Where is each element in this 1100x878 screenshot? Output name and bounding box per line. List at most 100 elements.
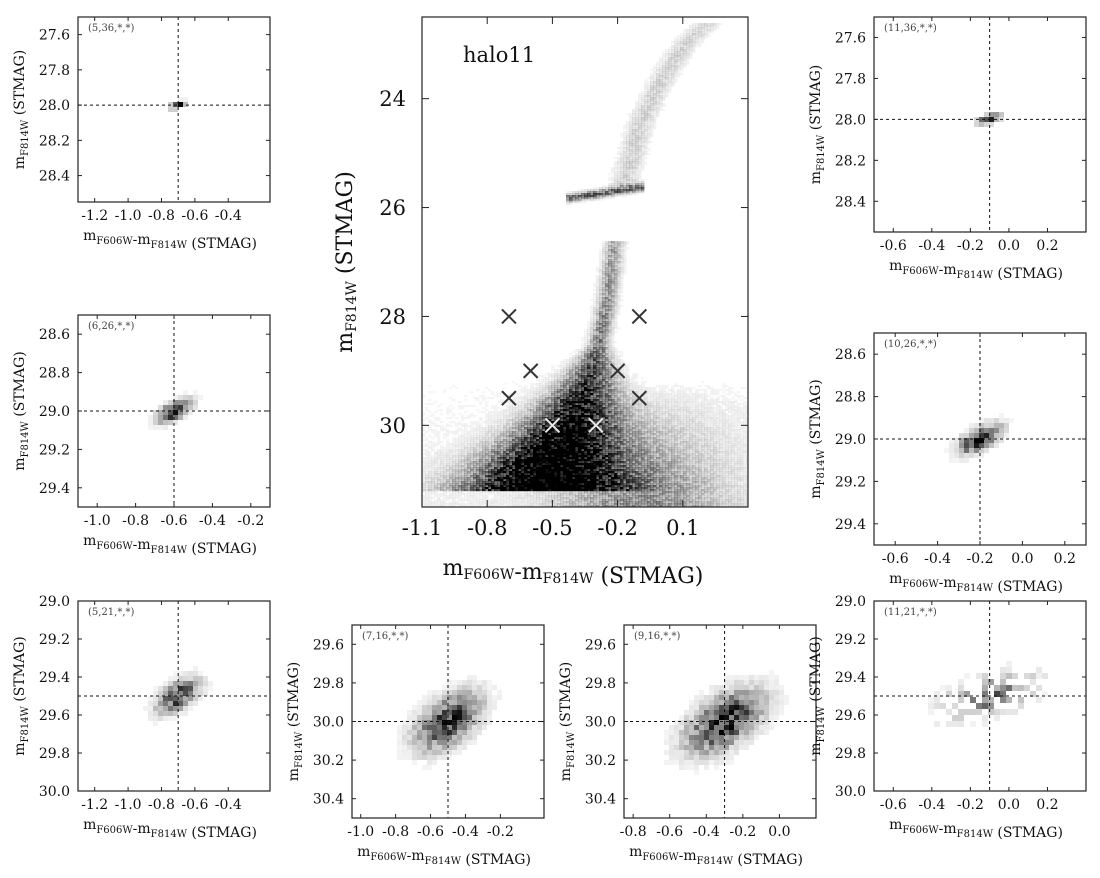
x-tick-label: -0.2 — [729, 824, 756, 840]
y-axis-title: mF814W (STMAG) — [286, 662, 305, 782]
y-tick-label: 29.4 — [835, 517, 866, 533]
y-tick-label: 28.6 — [39, 327, 70, 343]
x-axis-title: mF606W-mF814W (STMAG) — [357, 844, 531, 868]
y-tick-label: 30.0 — [585, 715, 616, 731]
panel-label: (11,36,*,*) — [884, 23, 937, 34]
panel-p-5-21: (5,21,*,*) -1.2 -1.0 -0.8 -0.6 -0.4 29.0 29.2 29… — [12, 594, 271, 841]
panel-label: (10,26,*,*) — [884, 339, 937, 350]
y-tick-label: 24 — [379, 87, 406, 111]
x-tick-label: -1.0 — [115, 208, 142, 224]
x-tick-label: 0.1 — [666, 516, 699, 540]
plot-frame — [873, 600, 1087, 792]
density-map — [168, 97, 188, 112]
y-tick-label: 29.0 — [835, 594, 866, 610]
crosshair — [624, 625, 816, 818]
x-axis-title: mF606W-mF814W (STMAG) — [83, 533, 257, 557]
density-map — [422, 23, 748, 507]
plot-frame — [77, 16, 271, 203]
plot-frame — [873, 16, 1087, 233]
y-tick-label: 29.2 — [39, 632, 70, 648]
cmd-marker — [588, 417, 604, 434]
y-tick-label: 28.4 — [39, 169, 70, 185]
x-tick-label: 0.2 — [1054, 551, 1076, 567]
y-tick-label: 27.6 — [835, 31, 866, 47]
y-tick-label: 30.0 — [835, 784, 866, 800]
x-tick-label: 0.0 — [768, 824, 790, 840]
y-tick-label: 28.8 — [39, 366, 70, 382]
y-axis-title: mF814W (STMAG) — [12, 351, 31, 471]
density-map — [148, 390, 203, 430]
panel-label: (11,21,*,*) — [884, 607, 937, 618]
y-tick-label: 30.2 — [313, 753, 344, 769]
plot-frame — [421, 16, 749, 508]
x-axis-title: mF606W-mF814W (STMAG) — [889, 258, 1063, 282]
main-panel-label: halo11 — [463, 43, 535, 67]
y-tick-label: 29.2 — [39, 442, 70, 458]
cmd-marker — [609, 363, 626, 379]
density-map — [664, 670, 789, 775]
y-tick-label: 30.0 — [39, 784, 70, 800]
y-tick-label: 28.8 — [835, 390, 866, 406]
x-tick-label: -0.6 — [181, 797, 208, 813]
crosshair — [78, 601, 270, 791]
x-tick-label: -0.4 — [215, 208, 242, 224]
y-axis-title: mF814W (STMAG) — [12, 50, 31, 170]
x-tick-label: -0.6 — [882, 551, 909, 567]
y-tick-label: 28.0 — [835, 112, 866, 128]
x-tick-label: -0.8 — [467, 516, 508, 540]
panel-label: (6,26,*,*) — [88, 321, 135, 332]
panel-p-7-16: (7,16,*,*) -1.0 -0.8 -0.6 -0.4 -0.2 29.6 29.8 30… — [286, 624, 545, 868]
x-tick-label: -0.6 — [880, 797, 907, 813]
y-tick-label: 29.0 — [39, 594, 70, 610]
x-tick-label: -0.6 — [656, 824, 683, 840]
cmd-marker — [544, 417, 561, 434]
crosshair — [874, 333, 1086, 545]
x-tick-label: -0.6 — [880, 238, 907, 254]
density-map — [397, 675, 502, 770]
x-tick-label: 0.0 — [1011, 551, 1033, 567]
x-tick-label: -1.1 — [402, 516, 443, 540]
y-tick-label: 30.2 — [585, 753, 616, 769]
panel-label: (7,16,*,*) — [362, 631, 409, 642]
y-tick-label: 26 — [379, 196, 406, 220]
panel-p-10-26: (10,26,*,*) -0.6 -0.4 -0.2 0.0 0.2 28.6 28.8 29.… — [808, 332, 1087, 595]
y-tick-label: 29.4 — [39, 670, 70, 686]
x-tick-label: -0.2 — [967, 551, 994, 567]
panel-p-6-26: (6,26,*,*) -1.0 -0.8 -0.6 -0.4 -0.2 28.6 28.8 29… — [12, 314, 271, 557]
y-tick-label: 29.6 — [313, 637, 344, 653]
x-axis-title: mF606W-mF814W (STMAG) — [83, 228, 257, 252]
y-tick-label: 29.8 — [39, 746, 70, 762]
y-axis-title: mF814W (STMAG) — [558, 662, 577, 782]
y-axis-title: mF814W (STMAG) — [808, 636, 827, 756]
x-tick-label: -1.2 — [81, 797, 108, 813]
x-tick-label: -0.5 — [532, 516, 573, 540]
y-tick-label: 30.4 — [585, 792, 616, 808]
plot-frame — [77, 600, 271, 792]
x-tick-label: -0.8 — [620, 824, 647, 840]
x-tick-label: -0.8 — [122, 513, 149, 529]
x-tick-label: -0.4 — [452, 824, 479, 840]
main-cmd-panel: halo11 -1.1 -0.8 -0.5 -0.2 0.1 24 26 28 30 mF606W-… — [333, 16, 749, 589]
x-tick-label: -0.2 — [237, 513, 264, 529]
y-tick-label: 29.6 — [585, 637, 616, 653]
y-tick-label: 29.4 — [39, 481, 70, 497]
y-tick-label: 30.0 — [313, 715, 344, 731]
panel-p-11-36: (11,36,*,*) -0.6 -0.4 -0.2 0.0 0.2 27.6 27.8 28.… — [808, 16, 1087, 282]
main-x-axis-title: mF606W-mF814W (STMAG) — [443, 556, 704, 589]
x-tick-label: -0.4 — [918, 238, 945, 254]
panel-p-5-36: (5,36,*,*) -1.2 -1.0 -0.8 -0.6 -0.4 27.6 27.8 28… — [12, 16, 271, 252]
x-tick-label: -1.0 — [84, 513, 111, 529]
x-tick-label: -0.8 — [148, 797, 175, 813]
y-tick-label: 28.2 — [835, 153, 866, 169]
y-tick-label: 27.8 — [835, 71, 866, 87]
cmd-marker — [631, 390, 648, 406]
y-tick-label: 29.6 — [835, 708, 866, 724]
x-tick-label: 0.0 — [998, 797, 1020, 813]
crosshair — [78, 315, 270, 507]
x-axis-title: mF606W-mF814W (STMAG) — [889, 571, 1063, 595]
y-tick-label: 29.8 — [835, 746, 866, 762]
x-tick-label: -0.2 — [487, 824, 514, 840]
x-tick-label: -0.4 — [199, 513, 226, 529]
crosshair — [352, 625, 544, 818]
